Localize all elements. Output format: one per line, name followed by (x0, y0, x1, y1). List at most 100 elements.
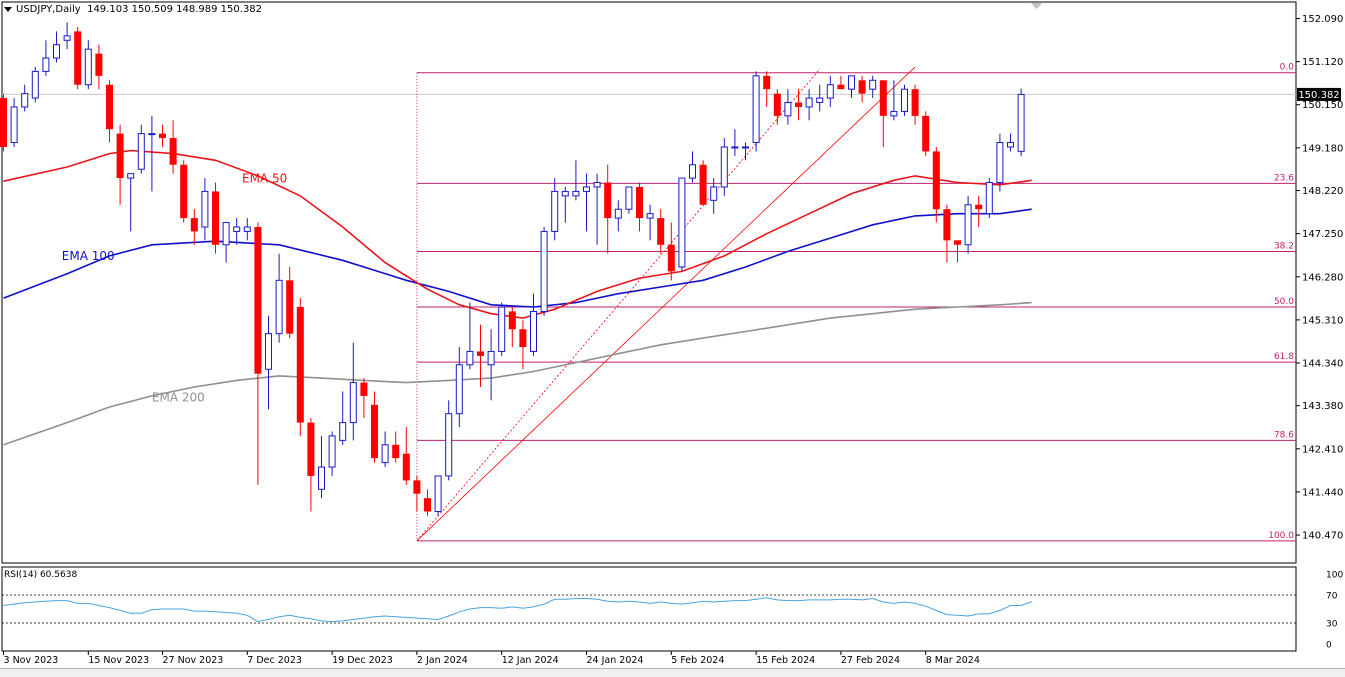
candle-body (0, 98, 7, 147)
time-tick-label-6: 12 Jan 2024 (502, 655, 559, 666)
candle-body (657, 218, 665, 245)
rsi-layer: 100 70 30 0 (2, 571, 1343, 651)
candle (922, 111, 930, 156)
candle-body (699, 164, 707, 205)
price-tick-label-2: 150.150 (1302, 100, 1343, 111)
ema-label-0: EMA 50 (242, 172, 287, 186)
fib-level-label-4: 61.8 (1274, 352, 1294, 362)
candle-body (954, 240, 961, 245)
rsi-tick-label-0: 100 (1326, 571, 1343, 581)
candle (837, 75, 845, 90)
current-price-tag: 150.382 (1297, 87, 1341, 101)
candle-body (731, 146, 739, 149)
candle-body (233, 226, 241, 232)
candle (296, 298, 304, 436)
time-tick-label-10: 27 Feb 2024 (841, 655, 900, 666)
candle (424, 489, 431, 516)
candle-body (540, 230, 548, 312)
candle (826, 75, 834, 107)
candle-body (371, 404, 378, 459)
fib-level-label-6: 100.0 (1268, 531, 1294, 541)
candle-body (583, 186, 590, 192)
candle-body (466, 350, 474, 366)
rsi-tick-label-3: 0 (1326, 641, 1332, 651)
ema200-line (3, 301, 1032, 446)
candle (84, 40, 92, 90)
candle-body (212, 191, 219, 245)
candle-body (222, 222, 230, 246)
candle (985, 178, 993, 219)
current-price-tag-bg (1297, 87, 1341, 101)
candle (932, 146, 940, 223)
candle (805, 89, 813, 121)
candle (10, 98, 18, 147)
candle-body (349, 382, 357, 424)
candle-body (519, 329, 527, 348)
chart-shift-marker[interactable] (1031, 3, 1042, 9)
candle (784, 89, 792, 125)
price-tick-label-1: 151.120 (1302, 57, 1343, 68)
candle-body (137, 133, 145, 170)
candle-body (572, 190, 580, 197)
candle (625, 186, 633, 214)
rsi-line (3, 597, 1032, 623)
candle-body (21, 93, 29, 108)
candle (180, 160, 188, 223)
candle (445, 400, 453, 481)
candle (551, 178, 559, 241)
candle-body (1007, 142, 1014, 148)
candle (360, 378, 368, 419)
candle (646, 204, 654, 241)
candle-body (826, 84, 834, 99)
candle-body (752, 75, 760, 144)
candle-body (710, 186, 718, 201)
time-tick-label-5: 2 Jan 2024 (417, 655, 468, 666)
candle (222, 222, 230, 263)
candle (53, 31, 60, 63)
candle-body (413, 480, 421, 494)
candle-body (551, 190, 559, 232)
price-axis[interactable]: 152.090 151.120 150.150 149.180 148.220 147.2… (1296, 14, 1343, 542)
ema50-line (3, 149, 1032, 319)
candle-body (254, 226, 262, 374)
price-tick-label-8: 144.340 (1302, 359, 1343, 370)
dropdown-triangle-icon[interactable] (4, 6, 12, 12)
candle-body (646, 213, 654, 219)
bottom-tab-strip[interactable] (0, 668, 1345, 677)
candle-body (127, 173, 135, 179)
candle-body (816, 97, 824, 104)
candle-body (922, 115, 930, 152)
candle (95, 44, 103, 90)
candle (911, 84, 919, 125)
candle-body (773, 93, 781, 116)
candle (339, 391, 347, 445)
candle (413, 475, 421, 512)
candle-body (424, 498, 431, 512)
time-tick-label-1: 15 Nov 2023 (88, 655, 149, 666)
candle-body (837, 84, 845, 90)
candle-body (10, 106, 18, 144)
candle (21, 84, 29, 112)
candle (1017, 88, 1025, 157)
candle (636, 182, 643, 232)
candles-layer (0, 22, 1025, 516)
candle-body (795, 102, 802, 107)
candle-body (858, 80, 866, 94)
candle (614, 200, 622, 232)
candle (530, 293, 537, 356)
candle-body (148, 133, 156, 136)
candle-body (392, 444, 400, 459)
time-axis[interactable]: 3 Nov 2023 15 Nov 2023 27 Nov 2023 7 Dec 20… (3, 651, 980, 666)
candle-body (31, 70, 39, 99)
candle-body (180, 164, 188, 219)
ema-label-1: EMA 100 (62, 249, 115, 263)
candle (763, 71, 771, 107)
candle (689, 151, 696, 183)
candle-body (318, 466, 325, 490)
candle (795, 89, 802, 121)
time-tick-label-9: 15 Feb 2024 (756, 655, 815, 666)
candle (890, 80, 898, 121)
candle-body (901, 88, 908, 112)
fib-level-label-2: 38.2 (1274, 241, 1294, 251)
